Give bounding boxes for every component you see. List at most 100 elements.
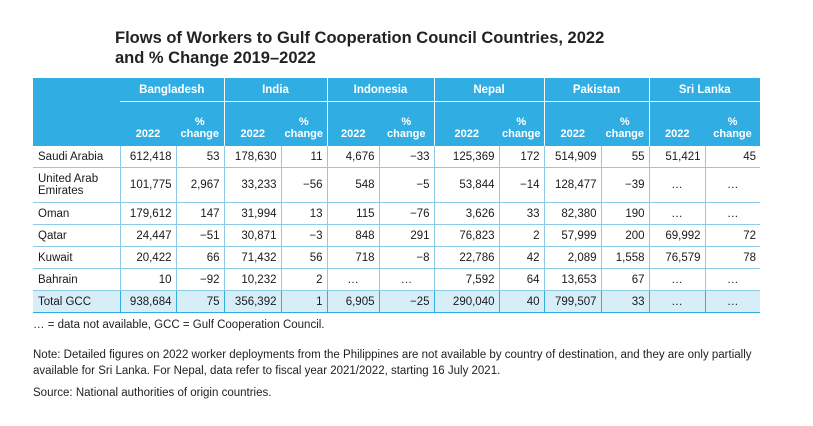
table-cell: 179,612 [120,203,176,225]
table-row-qatar: Qatar 24,447 −51 30,871 −3 848 291 76,82… [33,225,760,247]
table-cell: 2,967 [176,168,224,203]
table-row-saudi-arabia: Saudi Arabia 612,418 53 178,630 11 4,676… [33,146,760,168]
table-cell: 291 [379,225,434,247]
table-cell: … [649,203,705,225]
table-cell: 33,233 [224,168,281,203]
table-cell: 75 [176,291,224,313]
title-line-2: and % Change 2019–2022 [115,48,675,68]
year-header: 2022 [224,102,281,147]
table-cell: 7,592 [434,269,499,291]
table-cell: … [327,269,379,291]
table-cell: −39 [601,168,649,203]
pct-change-header: % change [176,102,224,147]
table-cell: 24,447 [120,225,176,247]
table-cell: 72 [705,225,760,247]
table-cell: −8 [379,247,434,269]
subheader-row: 2022 % change 2022 % change 2022 % change 2… [33,102,760,147]
year-header: 2022 [327,102,379,147]
table-cell: 22,786 [434,247,499,269]
table-cell: 76,823 [434,225,499,247]
table-cell: 612,418 [120,146,176,168]
table-row-total-gcc: Total GCC 938,684 75 356,392 1 6,905 −25… [33,291,760,313]
table-cell: 3,626 [434,203,499,225]
table-cell: −51 [176,225,224,247]
year-header: 2022 [434,102,499,147]
row-label: Qatar [33,225,120,247]
table-cell: … [705,203,760,225]
workers-flow-table: Bangladesh India Indonesia Nepal Pakista… [33,78,760,313]
table-cell: 56 [281,247,327,269]
table-cell: 938,684 [120,291,176,313]
row-label: United Arab Emirates [33,168,120,203]
table-cell: 69,992 [649,225,705,247]
table-cell: 64 [499,269,544,291]
table-cell: 190 [601,203,649,225]
year-header: 2022 [649,102,705,147]
country-header-sri-lanka: Sri Lanka [649,78,760,102]
pct-change-header: % change [281,102,327,147]
data-note: Note: Detailed figures on 2022 worker de… [33,347,773,379]
table-cell: 33 [499,203,544,225]
row-label: Oman [33,203,120,225]
row-label: Bahrain [33,269,120,291]
table-cell: −33 [379,146,434,168]
table-cell: … [649,269,705,291]
country-header-bangladesh: Bangladesh [120,78,224,102]
table-cell: 147 [176,203,224,225]
table-cell: 356,392 [224,291,281,313]
table-cell: 200 [601,225,649,247]
table-cell: 115 [327,203,379,225]
table-cell: 71,432 [224,247,281,269]
corner-cell-lower [33,102,120,147]
table-cell: 45 [705,146,760,168]
table-cell: 40 [499,291,544,313]
country-header-pakistan: Pakistan [544,78,649,102]
table-cell: −14 [499,168,544,203]
year-header: 2022 [544,102,601,147]
table-cell: … [705,291,760,313]
table-title: Flows of Workers to Gulf Cooperation Cou… [115,28,675,68]
table-cell: 6,905 [327,291,379,313]
table-cell: 290,040 [434,291,499,313]
corner-cell [33,78,120,102]
table-cell: 76,579 [649,247,705,269]
table-cell: 13,653 [544,269,601,291]
pct-change-header: % change [705,102,760,147]
table-cell: … [649,168,705,203]
table-cell: 53,844 [434,168,499,203]
table-cell: 82,380 [544,203,601,225]
table-cell: 66 [176,247,224,269]
table-cell: 4,676 [327,146,379,168]
table-cell: … [649,291,705,313]
row-label: Saudi Arabia [33,146,120,168]
year-header: 2022 [120,102,176,147]
table-cell: 51,421 [649,146,705,168]
table-cell: 125,369 [434,146,499,168]
table-cell: 11 [281,146,327,168]
table-cell: 2,089 [544,247,601,269]
table-cell: 78 [705,247,760,269]
table-cell: 514,909 [544,146,601,168]
table-row-oman: Oman 179,612 147 31,994 13 115 −76 3,626… [33,203,760,225]
title-line-1: Flows of Workers to Gulf Cooperation Cou… [115,28,675,48]
country-header-indonesia: Indonesia [327,78,434,102]
table-cell: 848 [327,225,379,247]
table-cell: −3 [281,225,327,247]
pct-change-header: % change [499,102,544,147]
table-cell: 2 [281,269,327,291]
table-cell: 2 [499,225,544,247]
table-cell: −5 [379,168,434,203]
table-cell: 799,507 [544,291,601,313]
table-cell: 128,477 [544,168,601,203]
table-cell: 10,232 [224,269,281,291]
country-header-nepal: Nepal [434,78,544,102]
table-row-uae: United Arab Emirates 101,775 2,967 33,23… [33,168,760,203]
table-cell: 13 [281,203,327,225]
table-cell: 172 [499,146,544,168]
table-cell: 101,775 [120,168,176,203]
pct-change-header: % change [379,102,434,147]
pct-change-header: % change [601,102,649,147]
table-cell: 30,871 [224,225,281,247]
table-row-bahrain: Bahrain 10 −92 10,232 2 … … 7,592 64 13,… [33,269,760,291]
source-note: Source: National authorities of origin c… [33,385,773,401]
